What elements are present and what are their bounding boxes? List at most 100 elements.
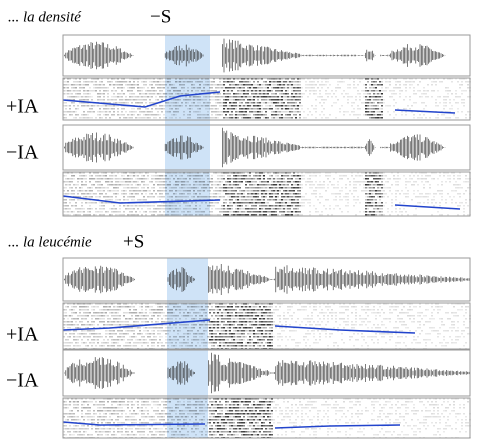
spectrogram xyxy=(251,181,253,183)
spectrogram xyxy=(399,81,401,83)
spectrogram xyxy=(147,172,149,174)
spectrogram xyxy=(367,193,369,195)
spectrogram xyxy=(423,178,425,180)
spectrogram xyxy=(439,202,441,204)
spectrogram xyxy=(245,214,247,216)
spectrogram xyxy=(169,178,171,180)
spectrogram xyxy=(273,196,275,198)
spectrogram xyxy=(167,78,169,80)
spectrogram xyxy=(301,175,303,177)
spectrogram xyxy=(365,178,367,180)
spectrogram xyxy=(385,87,387,89)
spectrogram xyxy=(377,178,379,180)
spectrogram xyxy=(235,78,237,80)
spectrogram xyxy=(243,193,245,195)
spectrogram xyxy=(425,93,427,95)
spectrogram xyxy=(157,181,159,183)
spectrogram xyxy=(161,190,163,192)
spectrogram xyxy=(161,111,163,113)
spectrogram xyxy=(317,187,319,189)
spectrogram xyxy=(131,90,133,92)
spectrogram xyxy=(279,181,281,183)
spectrogram xyxy=(365,111,367,113)
spectrogram xyxy=(227,336,229,338)
spectrogram xyxy=(373,102,375,104)
spectrogram xyxy=(325,190,327,192)
spectrogram xyxy=(93,178,95,180)
spectrogram xyxy=(241,208,243,210)
spectrogram xyxy=(115,312,117,314)
spectrogram xyxy=(395,93,397,95)
spectrogram xyxy=(273,87,275,89)
spectrogram xyxy=(349,184,351,186)
spectrogram xyxy=(117,105,119,107)
spectrogram xyxy=(463,193,465,195)
spectrogram xyxy=(455,202,457,204)
spectrogram xyxy=(379,199,381,201)
spectrogram xyxy=(249,211,251,213)
spectrogram xyxy=(259,87,261,89)
spectrogram xyxy=(293,181,295,183)
spectrogram xyxy=(283,96,285,98)
spectrogram xyxy=(381,114,383,116)
spectrogram xyxy=(141,312,143,314)
spectrogram xyxy=(217,193,219,195)
spectrogram xyxy=(305,199,307,201)
spectrogram xyxy=(239,193,241,195)
spectrogram xyxy=(343,111,345,113)
spectrogram xyxy=(237,172,239,174)
spectrogram xyxy=(397,108,399,110)
spectrogram xyxy=(431,214,433,216)
spectrogram xyxy=(97,333,99,335)
spectrogram xyxy=(107,96,109,98)
spectrogram xyxy=(219,312,221,314)
spectrogram xyxy=(215,172,217,174)
spectrogram xyxy=(85,342,87,344)
spectrogram xyxy=(211,345,213,347)
spectrogram xyxy=(237,324,239,326)
spectrogram xyxy=(139,199,141,201)
spectrogram xyxy=(157,333,159,335)
spectrogram xyxy=(375,81,377,83)
spectrogram xyxy=(241,345,243,347)
spectrogram xyxy=(271,105,273,107)
spectrogram xyxy=(221,321,223,323)
spectrogram xyxy=(139,312,141,314)
spectrogram xyxy=(237,315,239,317)
spectrogram xyxy=(169,102,171,104)
spectrogram xyxy=(237,312,239,314)
spectrogram xyxy=(199,345,201,347)
spectrogram xyxy=(209,84,211,86)
spectrogram xyxy=(201,175,203,177)
spectrogram xyxy=(185,93,187,95)
spectrogram xyxy=(271,211,273,213)
spectrogram xyxy=(281,78,283,80)
spectrogram xyxy=(251,214,253,216)
spectrogram xyxy=(85,312,87,314)
spectrogram xyxy=(167,87,169,89)
spectrogram xyxy=(109,105,111,107)
spectrogram xyxy=(125,333,127,335)
spectrogram xyxy=(119,81,121,83)
spectrogram xyxy=(113,90,115,92)
spectrogram xyxy=(241,175,243,177)
spectrogram xyxy=(203,117,205,119)
spectrogram xyxy=(235,315,237,317)
spectrogram xyxy=(161,99,163,101)
spectrogram xyxy=(173,114,175,116)
spectrogram xyxy=(101,99,103,101)
spectrogram xyxy=(231,184,233,186)
spectrogram xyxy=(215,93,217,95)
spectrogram xyxy=(403,108,405,110)
spectrogram xyxy=(133,205,135,207)
spectrogram xyxy=(399,202,401,204)
spectrogram xyxy=(193,84,195,86)
spectrogram xyxy=(205,214,207,216)
spectrogram xyxy=(129,327,131,329)
spectrogram xyxy=(163,117,165,119)
spectrogram xyxy=(159,93,161,95)
spectrogram xyxy=(153,345,155,347)
spectrogram xyxy=(219,193,221,195)
spectrogram xyxy=(95,211,97,213)
spectrogram xyxy=(161,318,163,320)
